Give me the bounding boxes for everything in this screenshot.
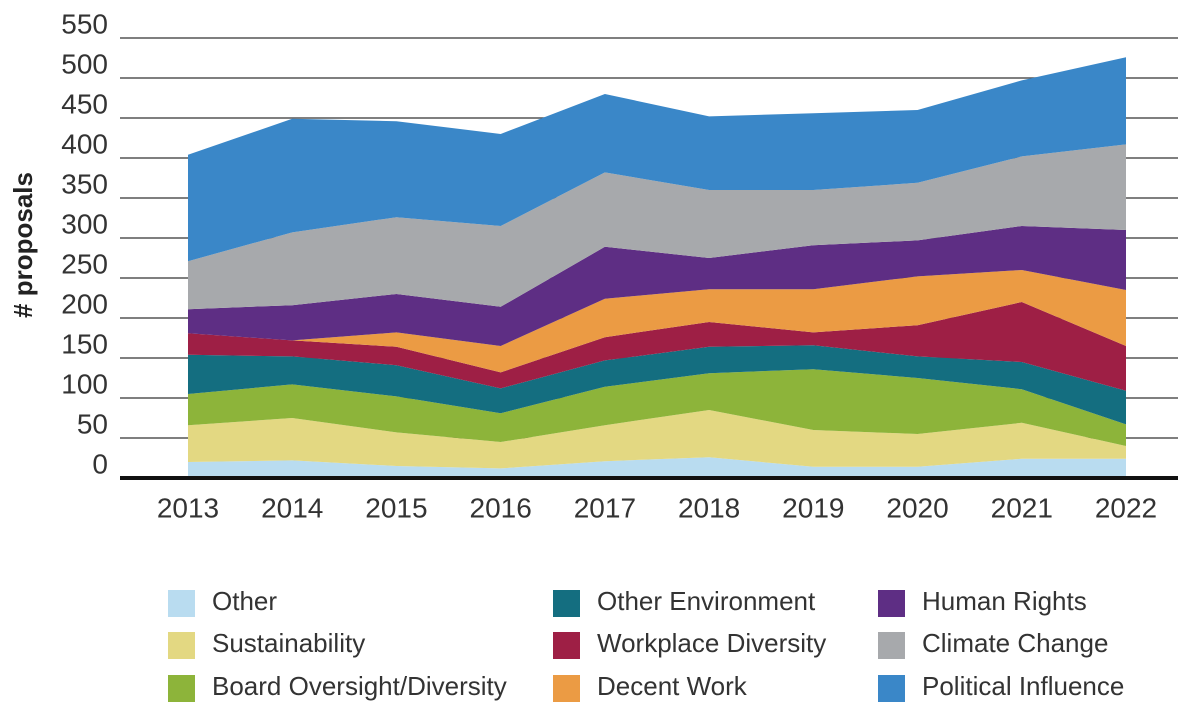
x-tick-label: 2015 <box>365 492 427 523</box>
legend-swatch <box>878 632 905 659</box>
legend-label: Political Influence <box>922 671 1124 701</box>
legend-swatch <box>553 590 580 617</box>
area <box>188 144 1126 310</box>
legend-swatch <box>168 590 195 617</box>
legend-swatch <box>878 590 905 617</box>
x-tick-label: 2017 <box>574 492 636 523</box>
x-tick-label: 2016 <box>470 492 532 523</box>
area <box>188 410 1126 469</box>
area <box>188 57 1126 262</box>
y-axis-label: # proposals <box>8 172 38 318</box>
area <box>188 369 1126 446</box>
y-tick-label: 150 <box>61 328 108 359</box>
x-tick-label: 2019 <box>782 492 844 523</box>
y-tick-label: 500 <box>61 48 108 79</box>
legend-swatch <box>168 632 195 659</box>
y-tick-label: 450 <box>61 88 108 119</box>
x-tick-label: 2022 <box>1095 492 1157 523</box>
y-tick-label: 300 <box>61 208 108 239</box>
legend-label: Climate Change <box>922 628 1108 658</box>
legend-label: Human Rights <box>922 586 1087 616</box>
y-tick-label: 0 <box>92 448 108 479</box>
legend-label: Workplace Diversity <box>597 628 826 658</box>
area <box>188 457 1126 478</box>
y-tick-label: 550 <box>61 8 108 39</box>
x-tick-label: 2021 <box>991 492 1053 523</box>
x-tick-label: 2020 <box>886 492 948 523</box>
x-tick-label: 2014 <box>261 492 323 523</box>
y-tick-label: 50 <box>77 408 108 439</box>
area <box>188 345 1126 425</box>
y-tick-label: 400 <box>61 128 108 159</box>
y-tick-label: 350 <box>61 168 108 199</box>
legend-swatch <box>168 675 195 702</box>
y-tick-label: 250 <box>61 248 108 279</box>
area <box>188 226 1126 346</box>
legend-swatch <box>878 675 905 702</box>
area <box>188 270 1126 373</box>
legend-label: Board Oversight/Diversity <box>212 671 507 701</box>
x-tick-label: 2018 <box>678 492 740 523</box>
legend-swatch <box>553 675 580 702</box>
x-tick-label: 2013 <box>157 492 219 523</box>
legend-label: Other <box>212 586 277 616</box>
legend-label: Other Environment <box>597 586 816 616</box>
legend-label: Sustainability <box>212 628 365 658</box>
y-tick-label: 100 <box>61 368 108 399</box>
y-tick-label: 200 <box>61 288 108 319</box>
legend-label: Decent Work <box>597 671 748 701</box>
legend-swatch <box>553 632 580 659</box>
area <box>188 302 1126 391</box>
